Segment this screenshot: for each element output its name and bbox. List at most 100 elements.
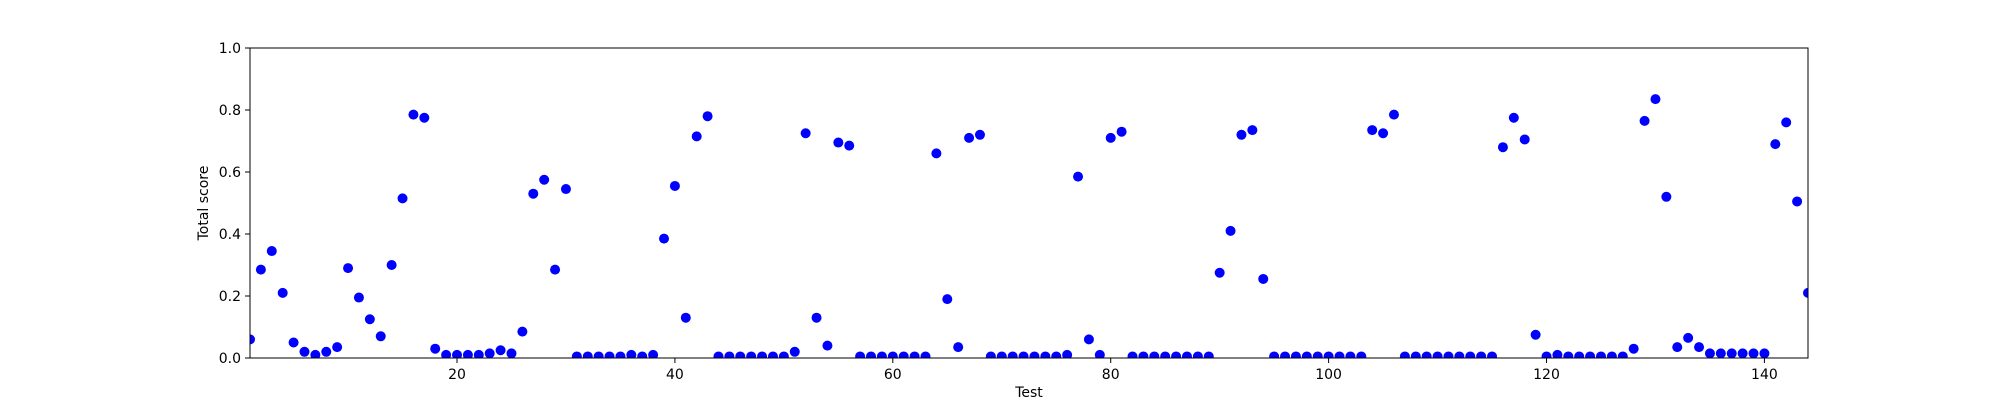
data-point xyxy=(1181,351,1192,358)
data-point xyxy=(1639,115,1650,126)
data-point xyxy=(1149,351,1160,358)
data-point xyxy=(1759,348,1770,358)
data-point xyxy=(898,351,909,358)
data-point xyxy=(931,148,942,159)
data-point xyxy=(1803,287,1808,298)
data-point xyxy=(1345,351,1356,358)
data-point xyxy=(1487,351,1498,358)
data-point xyxy=(1781,117,1792,128)
data-point xyxy=(680,312,691,323)
data-point xyxy=(1192,351,1203,358)
data-point xyxy=(1694,342,1705,353)
data-point xyxy=(1748,348,1759,358)
data-point xyxy=(593,351,604,358)
data-point xyxy=(1225,225,1236,236)
x-axis-ticks: 20 40 60 80 100 120 140 xyxy=(448,358,1778,383)
data-point xyxy=(375,331,386,342)
data-point xyxy=(887,351,898,358)
data-point xyxy=(909,351,920,358)
x-tick-label: 100 xyxy=(1315,367,1342,383)
data-point xyxy=(1399,351,1410,358)
data-point xyxy=(1280,351,1291,358)
data-point xyxy=(560,184,571,195)
data-point xyxy=(1770,139,1781,150)
data-point xyxy=(550,264,561,275)
data-point xyxy=(452,349,463,358)
data-point xyxy=(1269,351,1280,358)
data-point xyxy=(648,349,659,358)
data-point xyxy=(386,260,397,270)
data-point xyxy=(495,345,506,356)
data-point xyxy=(1410,351,1421,358)
data-point xyxy=(702,111,713,122)
data-point xyxy=(1051,351,1062,358)
data-point xyxy=(462,349,473,358)
x-tick-label: 120 xyxy=(1533,367,1560,383)
data-point xyxy=(277,287,288,298)
data-point xyxy=(942,294,953,305)
data-point xyxy=(310,349,321,358)
data-point xyxy=(1171,351,1182,358)
data-point xyxy=(1443,351,1454,358)
data-point xyxy=(637,351,648,358)
data-point xyxy=(1334,351,1345,358)
data-point xyxy=(1083,334,1094,345)
data-point xyxy=(1258,273,1269,284)
data-point xyxy=(615,351,626,358)
data-point xyxy=(1040,351,1051,358)
data-point xyxy=(1792,196,1803,207)
data-point xyxy=(1160,351,1171,358)
y-tick-label: 1.0 xyxy=(219,41,241,57)
data-point xyxy=(691,131,702,142)
data-points xyxy=(250,94,1808,358)
data-point xyxy=(1214,267,1225,278)
data-point xyxy=(1432,351,1443,358)
data-point xyxy=(1312,351,1323,358)
y-axis-label: Total score xyxy=(196,166,212,242)
data-point xyxy=(757,351,768,358)
data-point xyxy=(528,188,539,199)
x-tick-label: 40 xyxy=(666,367,684,383)
data-point xyxy=(419,112,430,123)
data-point xyxy=(343,263,354,274)
data-point xyxy=(953,342,964,353)
data-point xyxy=(364,314,375,325)
data-point xyxy=(1073,171,1084,182)
x-axis-label: Test xyxy=(1014,385,1043,400)
data-point xyxy=(1465,351,1476,358)
data-point xyxy=(1726,348,1737,358)
data-point xyxy=(1062,349,1073,358)
data-point xyxy=(844,140,855,151)
data-point xyxy=(985,351,996,358)
data-point xyxy=(1356,351,1367,358)
data-point xyxy=(582,351,593,358)
data-point xyxy=(1138,351,1149,358)
data-point xyxy=(1018,351,1029,358)
x-tick-label: 20 xyxy=(448,367,466,383)
data-point xyxy=(1247,125,1258,136)
data-point xyxy=(397,193,408,204)
y-tick-label: 0.8 xyxy=(219,103,241,119)
data-point xyxy=(789,346,800,357)
data-point xyxy=(659,233,670,244)
data-point xyxy=(1105,132,1116,143)
data-point xyxy=(1530,329,1541,340)
data-point xyxy=(1585,351,1596,358)
data-point xyxy=(1236,129,1247,140)
data-point xyxy=(669,180,680,191)
data-point xyxy=(1203,351,1214,358)
data-point xyxy=(1519,134,1530,145)
data-point xyxy=(1672,342,1683,353)
data-point xyxy=(1552,349,1563,358)
data-point xyxy=(332,342,343,353)
data-point xyxy=(713,351,724,358)
data-point xyxy=(1650,94,1661,105)
data-point xyxy=(1574,351,1585,358)
data-point xyxy=(517,326,528,337)
data-point xyxy=(1541,351,1552,358)
y-tick-label: 0.0 xyxy=(219,351,241,367)
data-point xyxy=(1007,351,1018,358)
data-point xyxy=(1029,351,1040,358)
data-point xyxy=(735,351,746,358)
data-point xyxy=(822,340,833,351)
